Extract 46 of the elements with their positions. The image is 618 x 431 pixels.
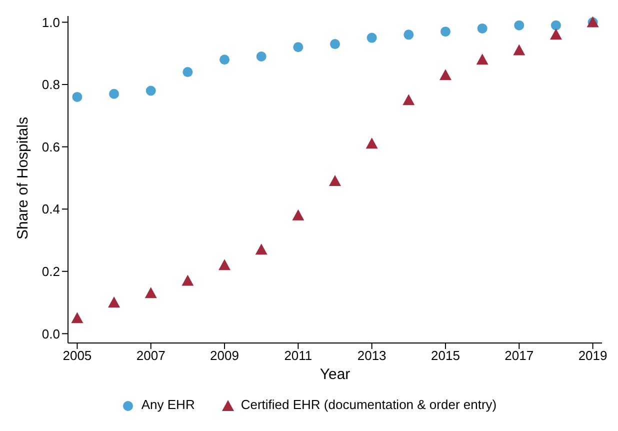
y-tick-label: 0.6 [42, 139, 60, 154]
x-axis-title: Year [320, 366, 350, 383]
point [550, 20, 561, 30]
point [71, 312, 84, 324]
point [404, 30, 414, 40]
y-axis-title: Share of Hospitals [14, 116, 32, 240]
point [293, 42, 304, 52]
point [513, 44, 526, 56]
point [182, 67, 193, 78]
x-tick-label: 2005 [62, 348, 92, 364]
point [144, 287, 157, 298]
legend-label: Any EHR [141, 397, 195, 412]
point [477, 23, 488, 34]
y-tick-label: 1.0 [42, 14, 60, 30]
point [439, 69, 452, 80]
x-tick-label: 2017 [504, 348, 534, 364]
x-tick-label: 2009 [210, 348, 239, 364]
point [109, 88, 120, 99]
point [72, 92, 82, 102]
point [329, 175, 341, 186]
point [255, 244, 268, 255]
x-tick-label: 2015 [431, 348, 460, 364]
point [292, 209, 304, 220]
point [402, 94, 415, 106]
y-tick-label: 0.2 [42, 264, 60, 279]
x-tick-label: 2007 [136, 348, 166, 364]
point [330, 39, 340, 50]
point [256, 51, 266, 62]
point [218, 259, 231, 270]
point [366, 32, 377, 43]
point [220, 54, 230, 65]
legend-label: Certified EHR (documentation & order entry) [240, 397, 497, 412]
y-tick-label: 0.8 [42, 77, 60, 92]
x-tick-label: 2013 [357, 348, 386, 364]
y-tick-label: 0.0 [42, 326, 60, 342]
point [514, 20, 524, 30]
x-tick-label: 2019 [578, 348, 608, 364]
point [108, 296, 120, 308]
point [366, 138, 378, 149]
point [146, 86, 156, 96]
x-tick-label: 2011 [284, 348, 312, 364]
point [476, 54, 488, 65]
y-tick-label: 0.4 [42, 202, 60, 217]
point [182, 274, 194, 286]
point [440, 26, 450, 37]
point [550, 28, 562, 40]
